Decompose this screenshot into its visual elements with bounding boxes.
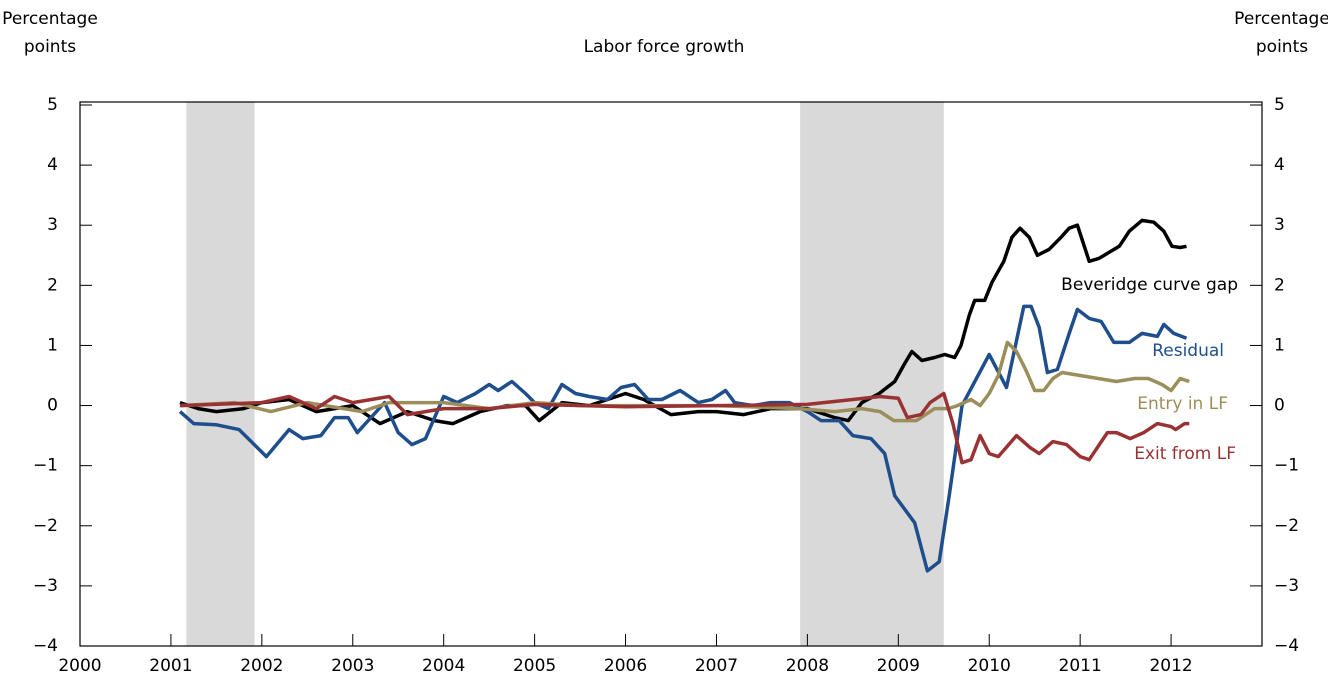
y2-tick-label: −2	[1274, 516, 1299, 536]
y2-tick-label: −1	[1274, 456, 1299, 476]
y2-tick-label: −4	[1274, 636, 1299, 656]
x-tick-label: 2000	[58, 656, 101, 676]
x-tick-label: 2003	[331, 656, 374, 676]
y2-tick-label: 2	[1274, 275, 1285, 295]
x-tick-label: 2008	[786, 656, 829, 676]
x-tick-label: 2006	[604, 656, 647, 676]
series-line	[178, 304, 1188, 573]
x-tick-label: 2009	[877, 656, 920, 676]
y-tick-label: −4	[33, 636, 58, 656]
y2-tick-label: 0	[1274, 396, 1285, 416]
plot-frame	[79, 101, 1263, 647]
series-label: Exit from LF	[1134, 444, 1236, 464]
series-label: Entry in LF	[1137, 394, 1228, 414]
y-axis-label: Percentage	[2, 9, 98, 29]
y2-tick-label: 5	[1274, 95, 1285, 115]
series-line	[179, 340, 1190, 423]
y2-tick-label: 3	[1274, 215, 1285, 235]
y2-axis-label: points	[1256, 37, 1308, 57]
y-tick-label: −1	[33, 456, 58, 476]
y-tick-label: 5	[47, 95, 58, 115]
x-tick-label: 2004	[422, 656, 465, 676]
chart-title: Labor force growth	[584, 37, 745, 57]
y-tick-label: 0	[47, 396, 58, 416]
y2-tick-label: 4	[1274, 155, 1285, 175]
y-tick-label: 3	[47, 215, 58, 235]
x-tick-label: 2010	[968, 656, 1011, 676]
y-tick-label: 4	[47, 155, 58, 175]
series-line	[179, 391, 1190, 465]
x-tick-label: 2012	[1149, 656, 1192, 676]
y2-axis-label: Percentage	[1234, 9, 1328, 29]
series-label: Beveridge curve gap	[1061, 275, 1238, 295]
y2-tick-label: 1	[1274, 335, 1285, 355]
y-tick-label: 2	[47, 275, 58, 295]
x-tick-label: 2002	[240, 656, 283, 676]
y-tick-label: 1	[47, 335, 58, 355]
y2-tick-label: −3	[1274, 576, 1299, 596]
x-tick-label: 2007	[695, 656, 738, 676]
recession-shade	[800, 102, 944, 646]
x-tick-label: 2001	[149, 656, 192, 676]
recession-shade	[186, 102, 255, 646]
y-axis-label: points	[24, 37, 76, 57]
y-tick-label: −3	[33, 576, 58, 596]
x-tick-label: 2011	[1059, 656, 1102, 676]
series-line	[179, 218, 1187, 426]
series-label: Residual	[1152, 341, 1224, 361]
x-tick-label: 2005	[513, 656, 556, 676]
y-tick-label: −2	[33, 516, 58, 536]
